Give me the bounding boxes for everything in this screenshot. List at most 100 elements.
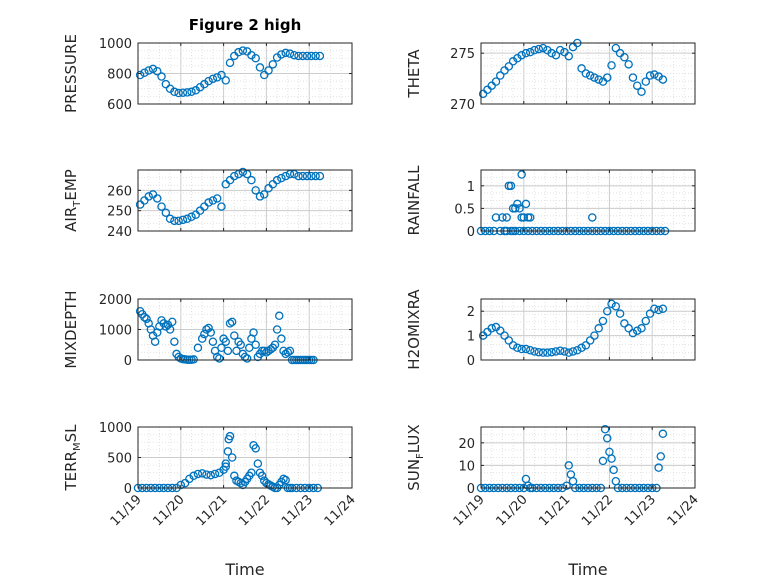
- data-point: [611, 302, 621, 311]
- data-point: [607, 299, 616, 309]
- data-point: [298, 171, 308, 181]
- data-point: [517, 170, 526, 179]
- data-point: [515, 204, 524, 213]
- data-point: [311, 51, 320, 61]
- subplot-mixdepth: 0 1000 2000 MIXDEPTH: [62, 290, 353, 369]
- data-point: [289, 50, 299, 60]
- subplot-sun-flux: 0 10 20 11/19 11/20 11/21 11/22 11/23 11/24 SUNFL…: [405, 424, 702, 529]
- data-point: [268, 60, 278, 69]
- data-point: [178, 88, 188, 97]
- grid: [480, 169, 696, 232]
- data-point: [182, 214, 192, 224]
- data-point: [266, 345, 275, 354]
- data-point: [197, 469, 207, 478]
- data-point: [620, 319, 629, 328]
- data-point: [628, 328, 638, 338]
- y-tick-label: 1000: [99, 421, 132, 436]
- y-tick-label: 250: [107, 205, 132, 220]
- data-point: [594, 75, 603, 84]
- data-point: [294, 171, 303, 181]
- grid: [480, 298, 696, 361]
- data-point: [238, 46, 248, 55]
- data-point: [517, 344, 526, 354]
- data-point: [645, 309, 655, 318]
- y-tick-label: 2: [467, 305, 475, 320]
- data-point: [603, 73, 612, 82]
- data-point: [496, 71, 505, 80]
- y-tick-label: 800: [107, 68, 132, 83]
- data-point: [221, 459, 230, 468]
- y-tick-label: 0: [467, 354, 475, 369]
- data-point: [193, 469, 203, 479]
- subplot-theta: 270 275 THETA: [405, 38, 696, 113]
- data-point: [637, 87, 646, 97]
- data-point: [298, 51, 308, 61]
- y-tick-label: 260: [107, 184, 132, 199]
- data-point: [607, 61, 616, 70]
- data-point: [223, 447, 233, 456]
- data-point: [624, 324, 633, 333]
- data-point: [150, 337, 160, 346]
- data-point: [656, 452, 666, 461]
- data-point: [202, 470, 211, 479]
- data-point: [255, 192, 265, 201]
- y-tick-label: 2000: [99, 293, 132, 308]
- data-point: [274, 311, 284, 321]
- data-point: [234, 47, 243, 57]
- data-point: [167, 317, 177, 327]
- data-point: [496, 326, 505, 335]
- data-point: [242, 354, 252, 363]
- data-point: [658, 429, 668, 439]
- data-point: [588, 213, 597, 222]
- data-point: [534, 44, 544, 54]
- data-point: [165, 325, 175, 334]
- data-point: [487, 324, 496, 333]
- x-tick-label: 11/23: [279, 492, 316, 529]
- data-point: [189, 471, 198, 481]
- data-point: [277, 173, 286, 183]
- data-point: [180, 478, 190, 488]
- data-point: [260, 190, 269, 199]
- data-point: [525, 345, 535, 355]
- x-tick-label: 11/24: [322, 492, 359, 529]
- data-point: [302, 51, 312, 61]
- data-point: [302, 171, 312, 181]
- data-point: [178, 215, 188, 225]
- data-point: [525, 213, 535, 222]
- subplot-air-temp: 240 250 260 AIRTEMP: [62, 167, 353, 240]
- x-tick-label: 11/23: [622, 492, 659, 529]
- data-point: [227, 317, 237, 327]
- data-point: [530, 45, 539, 55]
- data-point: [573, 345, 582, 355]
- data-point: [230, 471, 239, 481]
- data-point: [206, 328, 216, 337]
- data-point: [508, 341, 518, 350]
- y-axis-label: RAINFALL: [405, 165, 423, 236]
- data-point: [598, 316, 608, 326]
- data-point: [555, 346, 565, 355]
- series-markers: [476, 425, 668, 493]
- data-point: [538, 43, 548, 53]
- axes-frame: [137, 169, 353, 232]
- data-point: [504, 336, 514, 345]
- data-point: [650, 304, 659, 314]
- data-point: [174, 216, 183, 226]
- data-point: [165, 214, 175, 224]
- data-point: [523, 481, 533, 490]
- data-point: [577, 343, 586, 353]
- data-point: [208, 74, 218, 84]
- data-point: [658, 304, 668, 314]
- data-point: [564, 461, 573, 470]
- data-point: [148, 64, 158, 74]
- data-point: [521, 199, 531, 209]
- data-point: [538, 348, 548, 357]
- data-point: [227, 453, 237, 462]
- data-point: [253, 459, 263, 468]
- data-point: [624, 60, 633, 69]
- x-tick-label: 11/20: [494, 492, 531, 529]
- data-point: [212, 352, 222, 362]
- data-point: [161, 208, 171, 217]
- data-point: [272, 175, 282, 185]
- data-point: [551, 347, 561, 356]
